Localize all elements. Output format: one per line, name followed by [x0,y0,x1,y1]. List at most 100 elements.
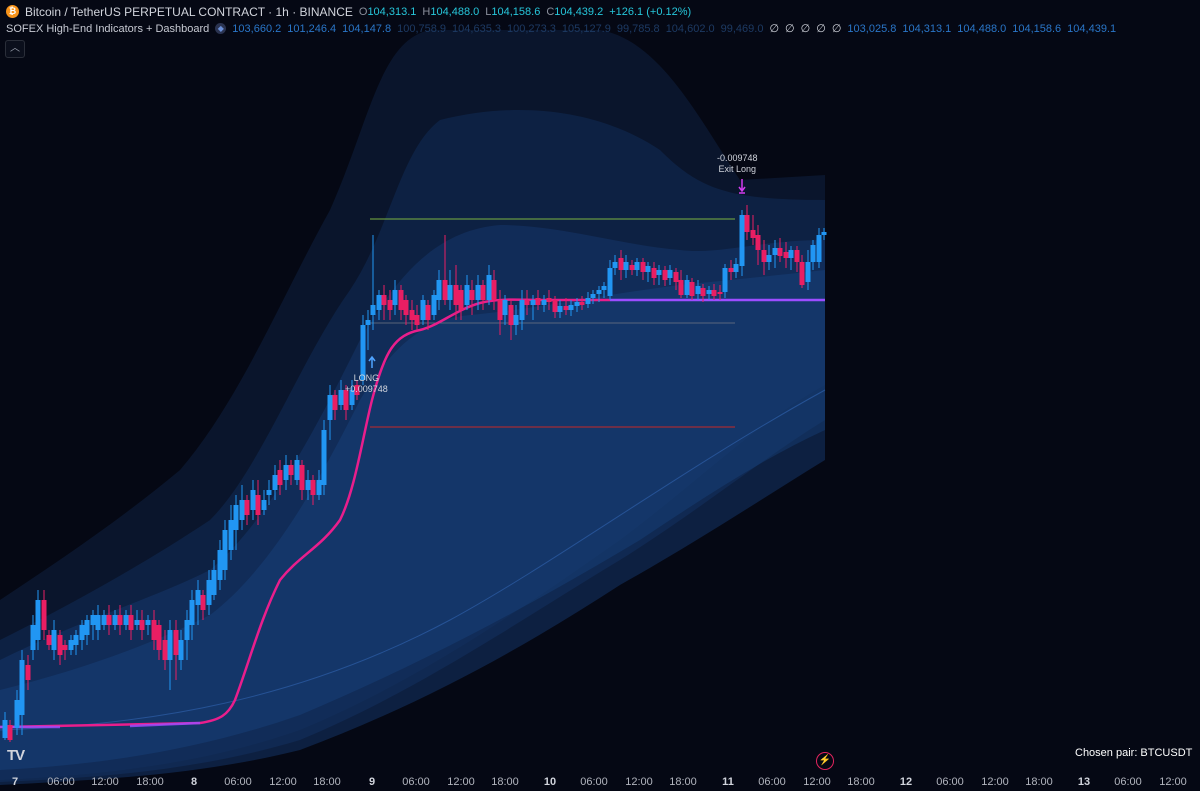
candle [261,490,267,515]
candle-body [250,490,256,510]
candle-body [673,272,679,282]
candle [151,610,157,650]
candle-body [184,620,190,640]
indicator-value: 104,158.6 [1012,22,1062,35]
candle-body [596,290,602,294]
candle-body [783,252,789,258]
time-axis[interactable]: 7 06:00 12:00 18:00 8 06:00 12:00 18:00 9 06:00 12… [0,776,1200,791]
time-axis-label: 06:00 [936,776,964,788]
candle-body [261,500,267,510]
time-axis-label: 12:00 [91,776,119,788]
candle [134,610,140,630]
low-key: L [485,5,492,18]
candle-body [656,270,662,275]
candle-body [414,315,420,325]
candle [530,295,536,320]
candle-body [51,630,57,650]
empty-value: ∅ [769,22,780,35]
candle-body [84,620,90,635]
indicator-values: 103,660.2 101,246.4 104,147.8 100,758.9 … [232,21,763,37]
candle [739,210,745,276]
candle-body [305,480,311,490]
tradingview-logo[interactable]: TV [7,747,25,764]
time-axis-label: 18:00 [1025,776,1053,788]
long-label: LONG [353,373,380,383]
trade-levels [370,218,735,428]
candle [563,298,569,315]
candle-body [167,630,173,660]
lower-band-edge [0,389,826,731]
symbol-title[interactable]: Bitcoin / TetherUS PERPETUAL CONTRACT · … [25,4,353,19]
candle [321,420,327,495]
candle-body [502,300,508,315]
lightning-icon[interactable]: ⚡ [816,752,834,770]
time-axis-label: 06:00 [758,776,786,788]
candle-body [398,290,404,310]
empty-value: ∅ [785,22,795,35]
time-axis-label: 18:00 [313,776,341,788]
candle [728,260,734,280]
candle-body [272,475,278,490]
candle-body [607,268,613,296]
candle [590,290,596,304]
candle [618,250,624,280]
candle-body [321,430,327,485]
candle [41,590,47,640]
candle [343,385,349,420]
candle [574,298,580,312]
exit-label: Exit Long [718,164,757,174]
candle [755,225,761,265]
candle [541,295,547,312]
candle [178,630,184,670]
candle-body [117,615,123,625]
candle [211,560,217,600]
time-axis-label: 06:00 [1114,776,1142,788]
candle-body [354,385,360,395]
candle [442,235,448,305]
candle [420,295,426,325]
candle-body [283,465,289,480]
open-key: O [358,5,368,18]
long-value: +0.009748 [345,384,388,394]
empty-value: ∅ [831,22,842,35]
candle-body [73,635,79,645]
candle [57,630,63,665]
candle [667,265,673,285]
candle [233,495,239,550]
candle [376,290,382,320]
candle [255,480,261,525]
candle [557,300,563,318]
candle [612,255,618,275]
candle [425,300,431,330]
indicator-value: 103,660.2 [232,22,282,35]
long-arrow-icon [368,355,376,368]
candle-body [788,250,794,258]
long-signal-label: LONG +0.009748 [345,373,388,395]
indicator-row[interactable]: SOFEX High-End Indicators + Dashboard ◆ … [6,20,1116,37]
candle-body [640,262,646,272]
candle [585,292,591,308]
indicator-source-icon[interactable]: ◆ [215,23,227,34]
candle-body [563,306,569,310]
candle [700,284,706,302]
candle-body [30,625,36,650]
exit-arrow-icon [738,179,746,194]
candle [497,290,503,335]
candle [491,270,497,310]
candle [629,260,635,275]
candle-body [332,395,338,410]
empty-value: ∅ [800,22,811,35]
candle-body [228,520,234,550]
candle [535,290,541,310]
candle-body [112,615,118,625]
candle [360,315,366,385]
candle [145,615,151,635]
chevron-up-icon[interactable]: ︿ [5,40,25,58]
bitcoin-icon: ₿ [6,5,19,18]
candle [695,280,701,300]
candle [816,228,822,268]
time-axis-label: 13 [1077,776,1091,788]
candle [288,460,294,485]
indicator-name[interactable]: SOFEX High-End Indicators + Dashboard [6,22,210,35]
